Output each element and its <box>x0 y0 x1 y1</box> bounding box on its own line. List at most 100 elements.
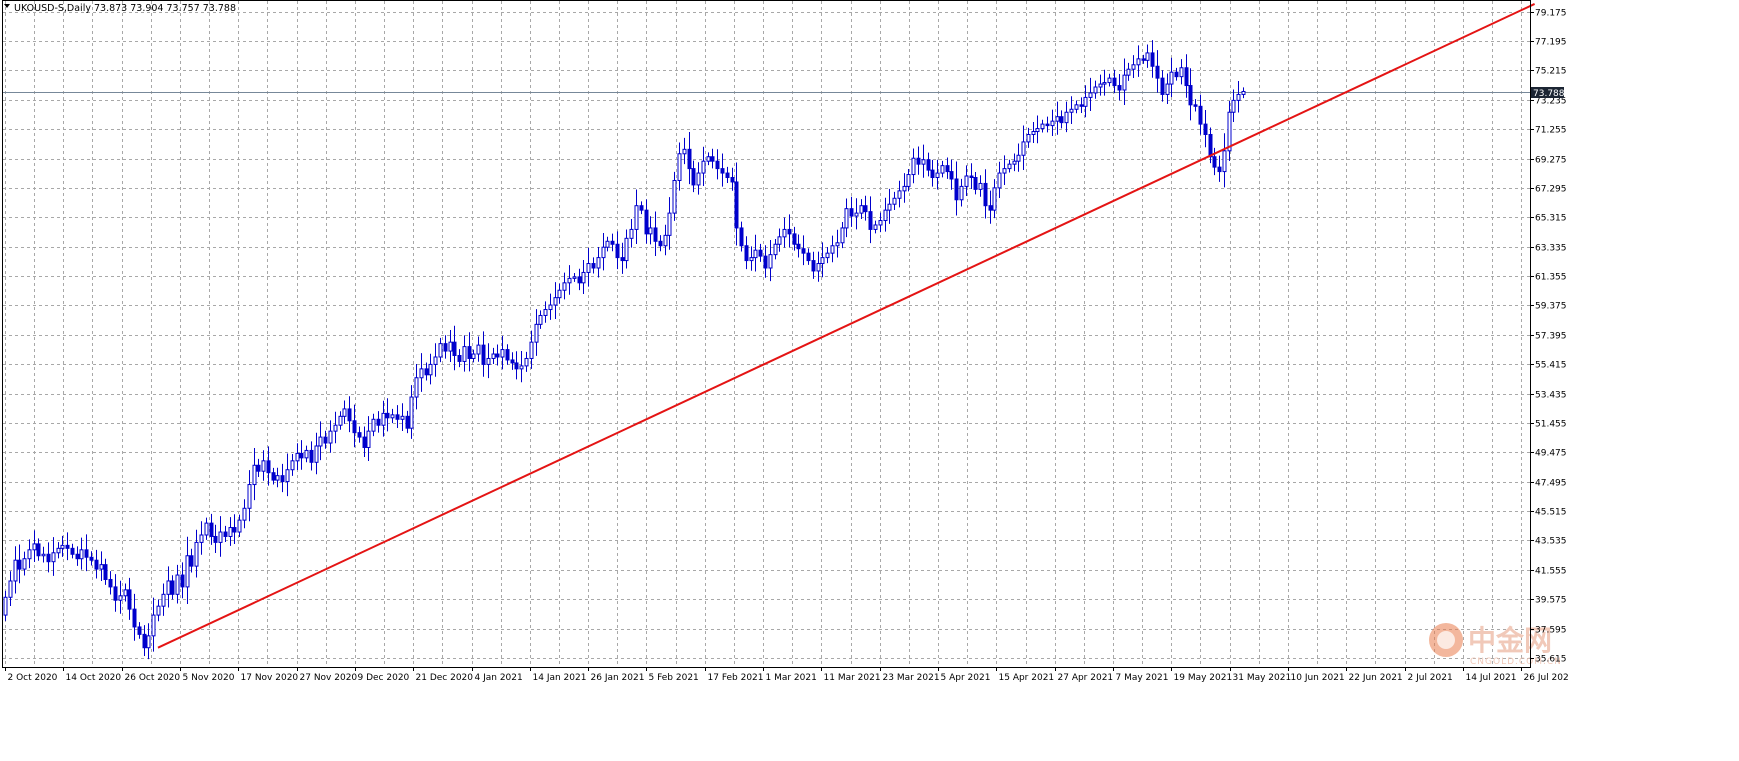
candle <box>56 542 61 559</box>
candle <box>801 235 806 266</box>
candle <box>137 622 142 639</box>
candle-body-up <box>175 574 180 595</box>
candle-body-up <box>663 234 668 247</box>
candle <box>997 161 1002 199</box>
candle-body-up <box>228 527 233 537</box>
candle <box>1198 94 1203 135</box>
candle <box>1112 69 1117 94</box>
candle-body-up <box>1069 108 1074 113</box>
candle-body-down <box>376 418 381 426</box>
candle-body-up <box>32 543 37 551</box>
x-tick-label: 14 Jul 2021 <box>1466 673 1517 683</box>
candle-body-up <box>118 595 123 601</box>
candle-body-up <box>1145 52 1150 61</box>
candle <box>610 233 615 252</box>
candle-body-down <box>615 243 620 259</box>
candle <box>352 404 357 448</box>
watermark: 中金网 CNGOLD.COM.CN <box>1429 623 1561 667</box>
candle-body-up <box>252 464 257 486</box>
candle-body-up <box>777 236 782 245</box>
x-tick-label: 4 Jan 2021 <box>475 673 523 683</box>
candle <box>481 331 486 377</box>
trendline[interactable] <box>157 3 1536 649</box>
candle-body-up <box>471 353 476 359</box>
candle <box>992 179 997 219</box>
candle-body-down <box>189 555 194 567</box>
x-tick-label: 2 Jul 2021 <box>1408 673 1453 683</box>
candle-body-up <box>366 430 371 448</box>
candle-body-down <box>1112 77 1117 87</box>
candle <box>448 329 453 363</box>
candle <box>32 530 37 562</box>
candle-body-down <box>639 205 644 211</box>
candle <box>185 536 190 605</box>
candle <box>1227 100 1232 161</box>
candle <box>500 335 505 370</box>
candle <box>79 537 84 570</box>
y-tick-label: 79.175 <box>1535 9 1567 19</box>
y-tick-label: 63.335 <box>1535 244 1567 254</box>
candle <box>142 625 147 657</box>
candle <box>644 199 649 244</box>
candle-body-up <box>586 263 591 273</box>
x-tick-label: 11 Mar 2021 <box>824 673 881 683</box>
y-tick-label: 39.575 <box>1535 596 1567 606</box>
candle <box>127 577 132 620</box>
candle <box>1079 97 1084 114</box>
candle-body-down <box>969 175 974 179</box>
candle-body-up <box>247 484 252 509</box>
candle-body-down <box>988 205 993 211</box>
candle <box>777 228 782 252</box>
candle-body-up <box>543 309 548 316</box>
candle <box>41 546 46 563</box>
candle-body-down <box>170 580 175 595</box>
candle-body-up <box>825 252 830 259</box>
candle <box>51 537 56 576</box>
candle <box>768 240 773 282</box>
candle <box>390 408 395 424</box>
y-tick-label: 75.215 <box>1535 67 1567 77</box>
candle <box>113 574 118 612</box>
candle-body-down <box>1193 104 1198 107</box>
candle-body-up <box>997 172 1002 189</box>
candle <box>620 242 625 274</box>
x-tick-label: 26 Oct 2020 <box>125 673 181 683</box>
candle <box>199 521 204 555</box>
candle-body-up <box>883 209 888 222</box>
candle-body-down <box>577 276 582 284</box>
candle <box>280 463 285 493</box>
candle <box>290 453 295 476</box>
candle <box>1074 100 1079 114</box>
candle <box>1107 73 1112 87</box>
candle-body-up <box>964 175 969 187</box>
candle <box>538 310 543 329</box>
candle-body-up <box>371 418 376 432</box>
candle <box>46 542 51 573</box>
candle-body-down <box>467 346 472 359</box>
candle-body-down <box>309 449 314 463</box>
candle-body-up <box>911 157 916 176</box>
candle-body-down <box>180 574 185 588</box>
candle <box>591 257 596 274</box>
candle-body-up <box>295 452 300 462</box>
price-chart[interactable]: 中金网 CNGOLD.COM.CN 79.175 77.195 75.215 73.2… <box>0 0 1568 686</box>
candle <box>304 445 309 463</box>
candle-body-down <box>792 233 797 245</box>
time-axis[interactable]: 2 Oct 2020 14 Oct 2020 26 Oct 2020 5 Nov 20… <box>5 667 1569 683</box>
candle-body-down <box>739 227 744 247</box>
candle-body-down <box>89 556 94 561</box>
current-price-value: 73.788 <box>1533 89 1565 99</box>
candle <box>1179 59 1184 85</box>
dropdown-triangle-icon <box>4 4 10 8</box>
candle-body-up <box>768 254 773 269</box>
candle <box>36 538 41 561</box>
candle-body-up <box>199 534 204 543</box>
candle <box>1193 99 1198 112</box>
candle-body-down <box>452 341 457 357</box>
price-axis[interactable]: 79.175 77.195 75.215 73.235 71.255 69.275 67.2… <box>1530 9 1567 665</box>
candle-body-up <box>448 341 453 352</box>
candle-body-down <box>424 368 429 376</box>
candle-body-up <box>1083 96 1088 107</box>
candle <box>988 190 993 224</box>
candle <box>1188 68 1193 121</box>
